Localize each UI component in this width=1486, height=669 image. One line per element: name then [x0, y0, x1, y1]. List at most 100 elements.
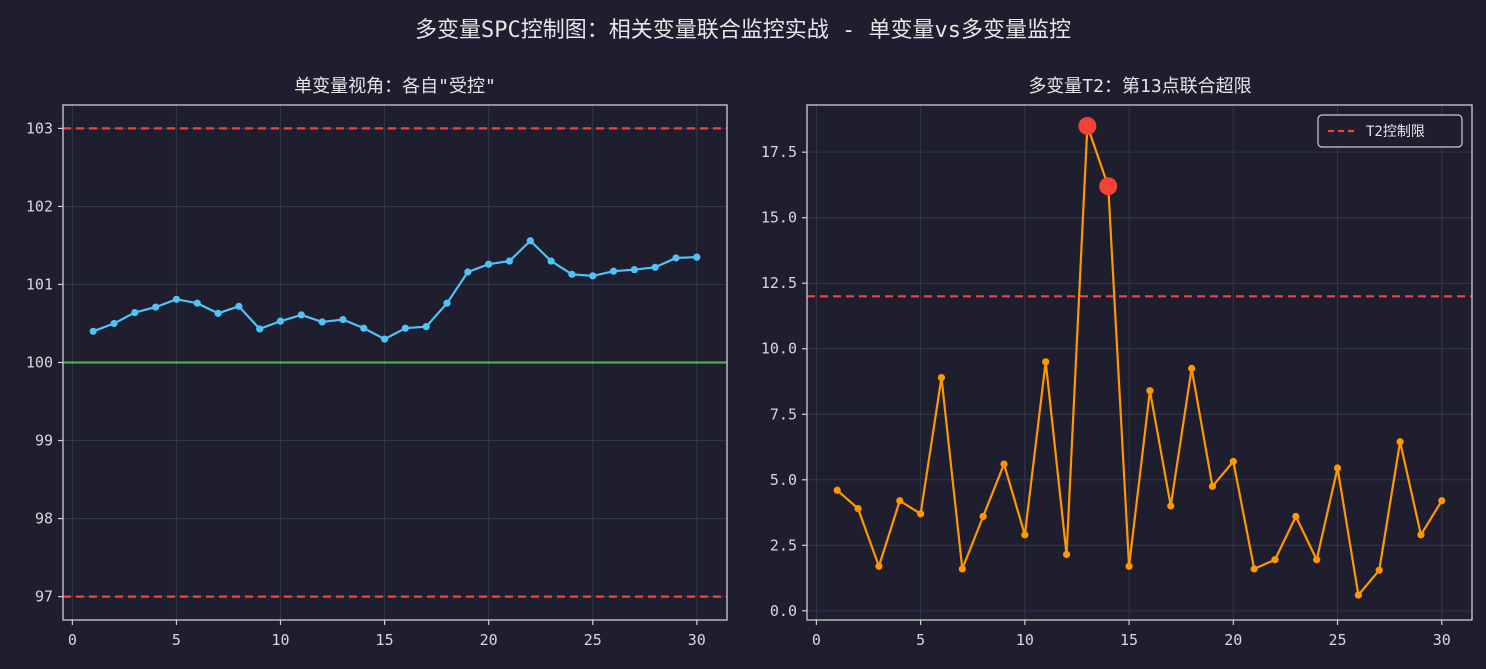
univariate-x-tick-label-20: 20: [480, 631, 498, 649]
t2-data-point-18: [1188, 364, 1196, 372]
t2-out-of-control-point-13: [1078, 116, 1097, 135]
t2-y-tick-label-0: 0.0: [770, 602, 797, 620]
t2-x-tick-label-0: 0: [812, 631, 821, 649]
univariate-data-point-11: [297, 311, 305, 319]
t2-x-tick-label-15: 15: [1120, 631, 1138, 649]
t2-data-point-16: [1146, 387, 1154, 395]
t2-y-tick-label-15: 15.0: [761, 209, 797, 227]
univariate-data-point-21: [505, 257, 514, 265]
t2-data-point-22: [1271, 556, 1279, 564]
t2-data-point-4: [896, 497, 904, 505]
univariate-data-point-28: [651, 263, 659, 271]
t2-y-tick-label-2.5: 2.5: [770, 536, 797, 554]
t2-data-point-19: [1208, 482, 1217, 490]
univariate-x-tick-label-15: 15: [376, 631, 394, 649]
univariate-x-tick-label-5: 5: [172, 631, 181, 649]
univariate-data-point-19: [464, 268, 472, 276]
univariate-y-tick-label-102: 102: [26, 197, 53, 215]
t2-data-point-28: [1396, 438, 1404, 446]
t2-out-of-control-point-14: [1099, 177, 1118, 196]
univariate-y-tick-label-97: 97: [35, 588, 53, 606]
univariate-data-point-15: [380, 335, 389, 343]
univariate-data-point-17: [422, 323, 430, 331]
univariate-y-tick-label-98: 98: [35, 510, 53, 528]
t2-data-point-20: [1229, 457, 1237, 466]
t2-axes-frame: [806, 104, 1473, 621]
univariate-x-tick-label-25: 25: [584, 631, 602, 649]
t2-data-point-17: [1167, 502, 1175, 510]
multivariate-t2-panel: 多变量T2：第13点联合超限 0 5 10 15 20 25 30 0.0 2.5 5.0 7.5 1…: [761, 76, 1473, 649]
t2-x-tick-label-10: 10: [1016, 631, 1034, 649]
t2-data-point-7: [958, 565, 966, 573]
t2-y-tick-label-17.5: 17.5: [761, 143, 797, 161]
t2-legend-box: [1317, 114, 1463, 148]
t2-data-point-26: [1354, 591, 1362, 599]
univariate-data-point-9: [256, 325, 264, 333]
t2-data-point-5: [917, 510, 925, 518]
univariate-data-point-16: [401, 324, 410, 332]
figure-suptitle: 多变量SPC控制图：相关变量联合监控实战 - 单变量vs多变量监控: [415, 18, 1071, 43]
univariate-data-point-14: [360, 324, 368, 332]
univariate-panel: 单变量视角：各自"受控" 0 5 10 15 20 25 30 97 98 99 100 101 102…: [26, 76, 728, 649]
univariate-data-point-1: [89, 327, 97, 335]
t2-data-point-23: [1292, 512, 1300, 521]
t2-data-point-29: [1417, 531, 1425, 539]
t2-series-line-0: [836, 124, 1443, 597]
t2-data-point-11: [1042, 358, 1050, 366]
t2-data-point-8: [979, 512, 987, 521]
t2-data-point-3: [875, 562, 883, 570]
univariate-y-tick-label-99: 99: [35, 432, 53, 450]
t2-y-tick-label-5: 5.0: [770, 471, 797, 489]
t2-data-point-9: [1000, 460, 1008, 468]
univariate-x-tick-label-30: 30: [688, 631, 706, 649]
t2-x-tick-label-25: 25: [1329, 631, 1347, 649]
univariate-data-point-22: [526, 237, 534, 245]
t2-x-tick-label-30: 30: [1433, 631, 1451, 649]
univariate-data-point-27: [630, 266, 638, 274]
univariate-data-point-26: [609, 267, 618, 275]
univariate-data-point-30: [693, 253, 701, 261]
univariate-data-point-13: [339, 315, 347, 324]
univariate-data-point-23: [547, 257, 555, 265]
univariate-data-point-8: [235, 302, 243, 310]
univariate-x-tick-label-0: 0: [68, 631, 77, 649]
t2-legend: T2控制限: [1317, 114, 1463, 148]
t2-plot-area: [807, 105, 1472, 620]
univariate-data-point-2: [110, 319, 118, 328]
univariate-data-point-4: [152, 303, 160, 311]
univariate-data-point-5: [172, 295, 181, 303]
univariate-data-point-25: [589, 272, 597, 280]
univariate-data-point-18: [443, 299, 451, 307]
univariate-data-point-20: [485, 260, 493, 268]
univariate-data-point-29: [672, 254, 680, 262]
t2-data-point-30: [1438, 497, 1446, 505]
univariate-data-point-3: [131, 308, 139, 317]
univariate-x-tick-label-10: 10: [271, 631, 289, 649]
t2-panel-title: 多变量T2：第13点联合超限: [1028, 76, 1251, 97]
t2-data-point-12: [1062, 550, 1071, 559]
univariate-data-point-10: [276, 317, 285, 325]
t2-x-tick-label-20: 20: [1224, 631, 1242, 649]
t2-data-point-25: [1333, 464, 1342, 472]
t2-y-tick-label-10: 10.0: [761, 340, 797, 358]
univariate-data-point-7: [214, 309, 222, 317]
t2-x-tick-label-5: 5: [916, 631, 925, 649]
t2-data-point-2: [854, 505, 862, 513]
t2-y-tick-label-7.5: 7.5: [770, 405, 797, 423]
univariate-panel-title: 单变量视角：各自"受控": [294, 76, 496, 97]
univariate-data-point-6: [193, 299, 201, 307]
t2-data-point-1: [833, 486, 841, 494]
t2-data-point-24: [1313, 556, 1321, 564]
t2-data-point-27: [1375, 566, 1383, 574]
univariate-y-tick-label-101: 101: [26, 275, 53, 293]
t2-y-tick-label-12.5: 12.5: [761, 274, 797, 292]
t2-data-point-21: [1250, 565, 1258, 573]
t2-data-point-6: [937, 373, 946, 382]
univariate-y-tick-label-103: 103: [26, 119, 53, 137]
t2-data-point-15: [1125, 562, 1133, 570]
t2-data-point-10: [1021, 531, 1029, 539]
univariate-y-tick-label-100: 100: [26, 354, 53, 372]
univariate-data-point-12: [318, 318, 326, 326]
univariate-data-point-24: [568, 270, 576, 278]
